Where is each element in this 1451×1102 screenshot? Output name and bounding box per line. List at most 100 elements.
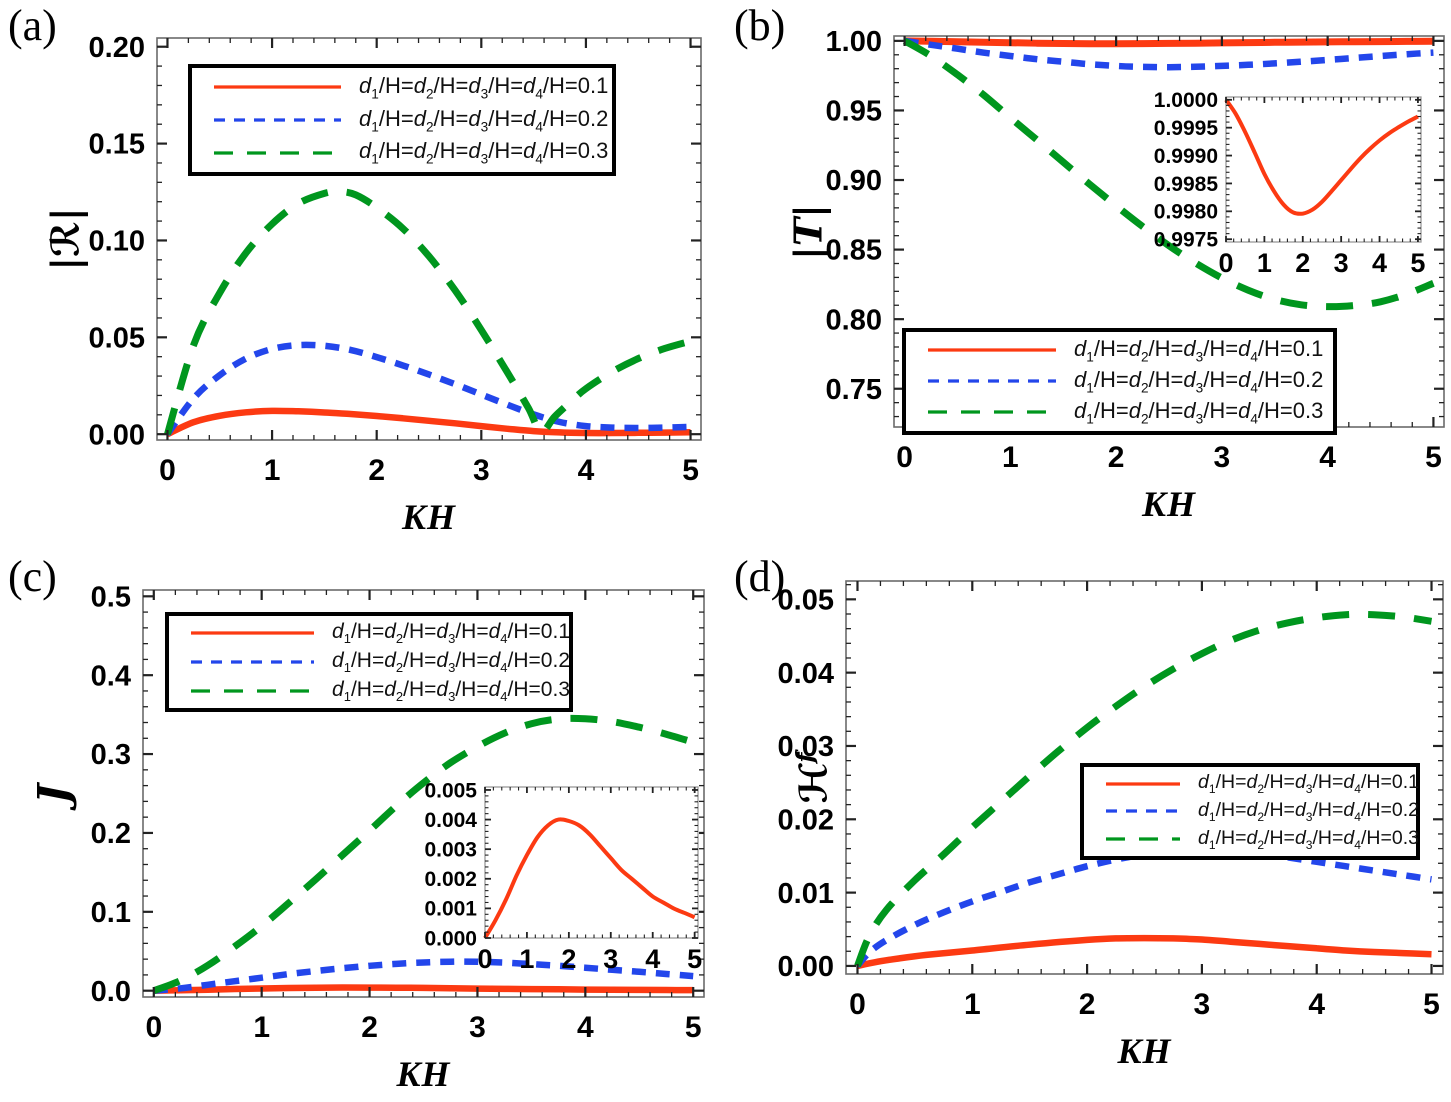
x-tick-label: 3 <box>1194 988 1211 1021</box>
x-tick-label: 4 <box>578 454 595 487</box>
x-tick-label: 1 <box>964 988 981 1021</box>
y-tick-label: 0.0 <box>91 976 131 1008</box>
legend-line-sample-red <box>214 85 341 89</box>
legend-line-sample-green <box>1106 837 1180 841</box>
legend-line-sample-red <box>1106 782 1180 786</box>
legend-d: d1/H=d2/H=d3/H=d4/H=0.1 d1/H=d2/H=d3/H=d4… <box>1080 763 1420 860</box>
inset-background <box>484 786 699 939</box>
inset: 0 1 2 3 4 5 0.9975 0.9980 0.9985 0.9990 0.9995 1.00… <box>1154 89 1426 278</box>
y-axis-label-d: ℋf <box>791 752 836 803</box>
plot-frame <box>142 589 705 998</box>
legend-entry: d1/H=d2/H=d3/H=d4/H=0.2 <box>169 649 570 675</box>
y-tick-label: 0.4 <box>91 660 131 692</box>
x-tick-label: 5 <box>685 1011 702 1044</box>
x-tick-label: 0 <box>896 441 913 474</box>
curve-green <box>164 188 692 436</box>
legend-entry-label: d1/H=d2/H=d3/H=d4/H=0.2 <box>1074 367 1324 396</box>
y-axis-label-text: |ℛ| <box>42 207 88 271</box>
axes: 0 1 2 3 4 5 0.00 0.01 0.02 0.03 0.04 0.05 <box>778 580 1444 1021</box>
x-tick-label: 4 <box>577 1011 594 1044</box>
y-tick-label: 0.000 <box>424 927 477 950</box>
panel-b: 0 1 2 3 4 5 0.75 0.80 0.85 0.90 0.95 1.00 0 1 2 3 4 5 0.99… <box>726 0 1451 551</box>
x-tick-label: 0 <box>159 454 176 487</box>
legend-entry: d1/H=d2/H=d3/H=d4/H=0.2 <box>192 106 612 134</box>
panel-a: 0 1 2 3 4 5 0.00 0.05 0.10 0.15 0.20 (a) |ℛ| KH d1… <box>0 0 726 551</box>
plot-area-a: 0 1 2 3 4 5 0.00 0.05 0.10 0.15 0.20 <box>89 32 702 487</box>
y-axis-label-a: |ℛ| <box>43 207 88 270</box>
y-axis-label-text: |T| <box>785 203 831 260</box>
legend-line-sample-green <box>214 151 341 155</box>
y-tick-label: 0.00 <box>778 951 834 983</box>
legend-entry-label: d1/H=d2/H=d3/H=d4/H=0.2 <box>1198 799 1419 824</box>
y-tick-label: 0.05 <box>778 584 834 616</box>
curves <box>164 188 692 438</box>
y-tick-label: 0.9975 <box>1154 229 1219 252</box>
y-tick-label: 0.75 <box>826 374 882 406</box>
x-tick-label: 3 <box>473 454 490 487</box>
legend-line-sample-green <box>928 410 1056 415</box>
x-tick-label: 1 <box>1257 248 1272 278</box>
x-tick-label: 1 <box>253 1011 270 1044</box>
y-tick-label: 0.3 <box>91 739 131 771</box>
x-tick-label: 0 <box>1218 248 1233 278</box>
legend-entry-label: d1/H=d2/H=d3/H=d4/H=0.1 <box>1074 336 1324 365</box>
legend-entry: d1/H=d2/H=d3/H=d4/H=0.2 <box>906 367 1333 396</box>
curve-green <box>854 610 1433 968</box>
curve-red <box>166 407 691 438</box>
legend-entry-label: d1/H=d2/H=d3/H=d4/H=0.1 <box>332 620 571 647</box>
legend-line-sample-green <box>191 689 314 693</box>
y-tick-label: 0.02 <box>778 804 834 836</box>
x-tick-label: 0 <box>145 1011 162 1044</box>
legend-entry-label: d1/H=d2/H=d3/H=d4/H=0.3 <box>1198 826 1419 852</box>
legend-line-sample-blue <box>1106 809 1180 814</box>
legend-entry: d1/H=d2/H=d3/H=d4/H=0.3 <box>1084 826 1419 852</box>
x-tick-label: 2 <box>561 944 576 974</box>
x-tick-label: 5 <box>687 944 702 974</box>
x-tick-label: 4 <box>645 944 660 974</box>
plot-area-c: 0 1 2 3 4 50.00.10.20.30.40.50 1 2 3 4 50.0000.001… <box>91 581 705 1044</box>
y-tick-label: 0.9985 <box>1154 173 1219 196</box>
plot-frame <box>156 37 702 441</box>
y-tick-label: 0.05 <box>89 322 145 354</box>
legend-entry-label: d1/H=d2/H=d3/H=d4/H=0.2 <box>359 105 609 135</box>
y-tick-label: 0.002 <box>424 868 477 891</box>
x-tick-label: 5 <box>1423 988 1440 1021</box>
legend-entry: d1/H=d2/H=d3/H=d4/H=0.1 <box>1084 771 1419 796</box>
y-tick-label: 0.5 <box>91 581 131 613</box>
legend-b: d1/H=d2/H=d3/H=d4/H=0.1 d1/H=d2/H=d3/H=d4… <box>902 328 1337 435</box>
x-tick-label: 0 <box>849 988 866 1021</box>
y-tick-label: 0.80 <box>826 304 882 336</box>
panel-letter-c: (c) <box>8 552 57 601</box>
x-tick-label: 2 <box>1295 248 1310 278</box>
curves <box>152 714 695 994</box>
legend-c: d1/H=d2/H=d3/H=d4/H=0.1 d1/H=d2/H=d3/H=d4… <box>165 612 573 712</box>
plot-frame <box>845 580 1444 975</box>
y-tick-label: 1.00 <box>826 26 882 58</box>
legend-entry: d1/H=d2/H=d3/H=d4/H=0.3 <box>906 398 1333 427</box>
x-tick-label: 1 <box>519 944 534 974</box>
x-tick-label: 3 <box>1214 441 1231 474</box>
axes: 0 1 2 3 4 50.00.10.20.30.40.5 <box>91 581 705 1044</box>
panel-d: 0 1 2 3 4 5 0.00 0.01 0.02 0.03 0.04 0.05 (d) ℋf KH… <box>726 551 1451 1102</box>
y-tick-label: 0.15 <box>89 129 145 161</box>
x-tick-label: 3 <box>1334 248 1349 278</box>
plot-frame <box>1225 96 1422 243</box>
legend-line-sample-blue <box>214 118 341 122</box>
plot-area-b: 0 1 2 3 4 50.750.800.850.900.951.000 1 2 3 4 50.99… <box>826 26 1445 474</box>
y-tick-label: 0.03 <box>778 731 834 763</box>
curve-blue <box>153 958 694 994</box>
axes: 0 1 2 3 4 50.750.800.850.900.951.00 <box>826 26 1445 474</box>
x-axis-label-c: KH <box>396 1054 451 1094</box>
legend-entry: d1/H=d2/H=d3/H=d4/H=0.1 <box>906 336 1333 365</box>
legend-line-sample-blue <box>191 660 314 664</box>
inset: 0 1 2 3 4 5 0.000 0.001 0.002 0.003 0.004 0.005 <box>424 779 702 974</box>
x-axis-label-d: KH <box>1117 1031 1172 1071</box>
panel-c: 0 1 2 3 4 5 0.0 0.1 0.2 0.3 0.4 0.5 0 1 2 3 4 5 0.000 0.001… <box>0 551 726 1102</box>
legend-entry: d1/H=d2/H=d3/H=d4/H=0.1 <box>192 73 612 102</box>
x-tick-label: 3 <box>469 1011 486 1044</box>
y-tick-label: 1.0000 <box>1154 89 1218 112</box>
y-tick-label: 0.005 <box>424 779 477 802</box>
legend-entry: d1/H=d2/H=d3/H=d4/H=0.1 <box>169 620 571 647</box>
curve-red <box>904 37 1434 48</box>
x-axis-label-a: KH <box>401 497 457 537</box>
